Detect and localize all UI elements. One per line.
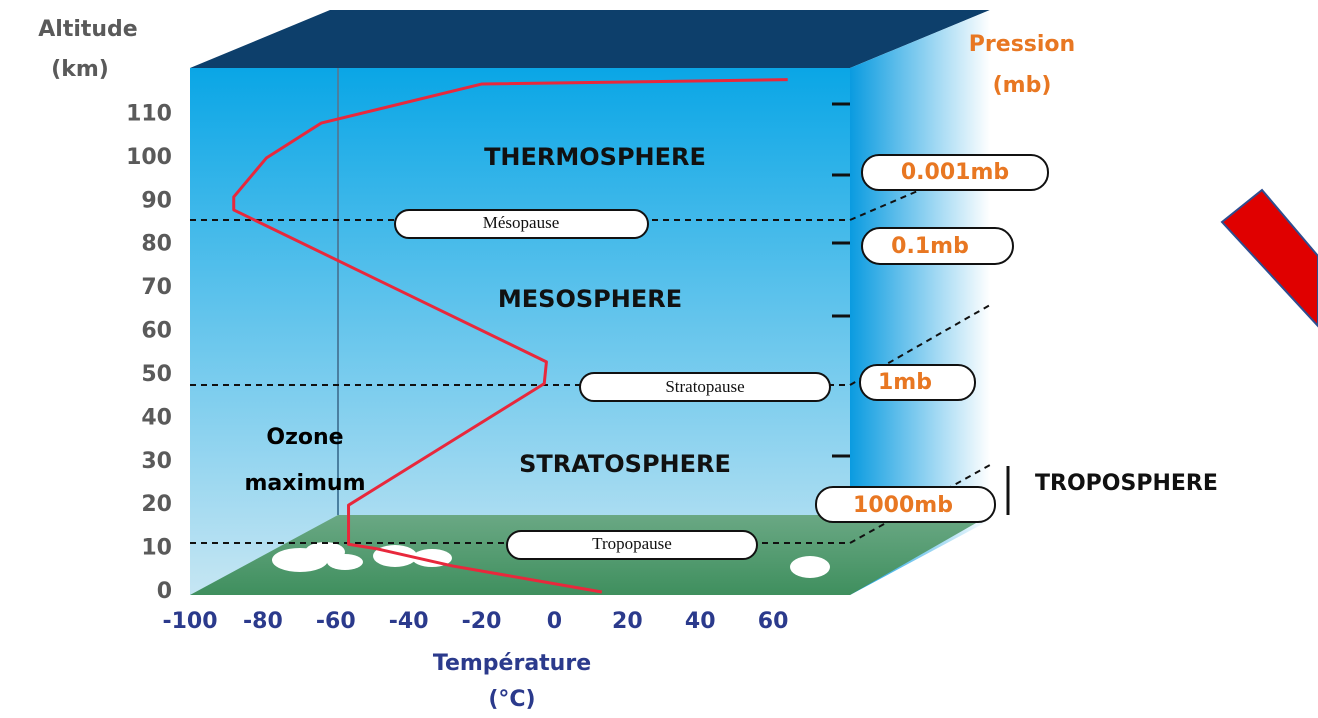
y-tick-label: 50 <box>141 362 172 387</box>
x-tick-label: -100 <box>162 609 217 634</box>
layer-label: STRATOSPHERE <box>519 450 731 478</box>
y-tick-label: 110 <box>126 101 172 126</box>
x-tick-label: 0 <box>547 609 562 634</box>
pause-label: Stratopause <box>665 377 744 396</box>
x-tick-label: -20 <box>462 609 502 634</box>
pause-label: Tropopause <box>592 534 672 553</box>
y-tick-label: 80 <box>141 232 172 257</box>
layer-label: THERMOSPHERE <box>484 143 706 171</box>
x-tick-label: 60 <box>758 609 789 634</box>
y2-label: (mb) <box>993 73 1052 98</box>
ozone-label: maximum <box>244 471 365 496</box>
y2-label: Pression <box>969 32 1075 57</box>
y-tick-label: 0 <box>157 579 172 604</box>
y-label: (km) <box>51 57 109 82</box>
ozone-label: Ozone <box>266 425 343 450</box>
y-tick-label: 40 <box>141 405 172 430</box>
x-tick-label: -60 <box>316 609 356 634</box>
y-tick-label: 10 <box>141 536 172 561</box>
pressure-label: 0.1mb <box>891 234 969 259</box>
pressure-label: 0.001mb <box>901 160 1009 185</box>
x-tick-label: 40 <box>685 609 716 634</box>
layer-label: MESOSPHERE <box>498 285 682 313</box>
y-tick-label: 90 <box>141 188 172 213</box>
y-tick-label: 70 <box>141 275 172 300</box>
y-label: Altitude <box>38 17 137 42</box>
x-tick-label: -40 <box>389 609 429 634</box>
y-tick-label: 60 <box>141 319 172 344</box>
y-tick-label: 20 <box>141 492 172 517</box>
x-tick-label: -80 <box>243 609 283 634</box>
red-arrow <box>1222 190 1318 326</box>
y-tick-label: 100 <box>126 145 172 170</box>
pressure-label: 1000mb <box>853 493 953 518</box>
x-label: (°C) <box>488 687 535 712</box>
x-tick-label: 20 <box>612 609 643 634</box>
troposphere-label: TROPOSPHERE <box>1035 471 1218 496</box>
x-label: Température <box>433 651 591 676</box>
atmosphere-chart: Altitude (km) Température (°C) Pression … <box>0 0 1318 718</box>
pause-label: Mésopause <box>483 213 559 232</box>
y-tick-label: 30 <box>141 449 172 474</box>
pressure-label: 1mb <box>878 370 932 395</box>
